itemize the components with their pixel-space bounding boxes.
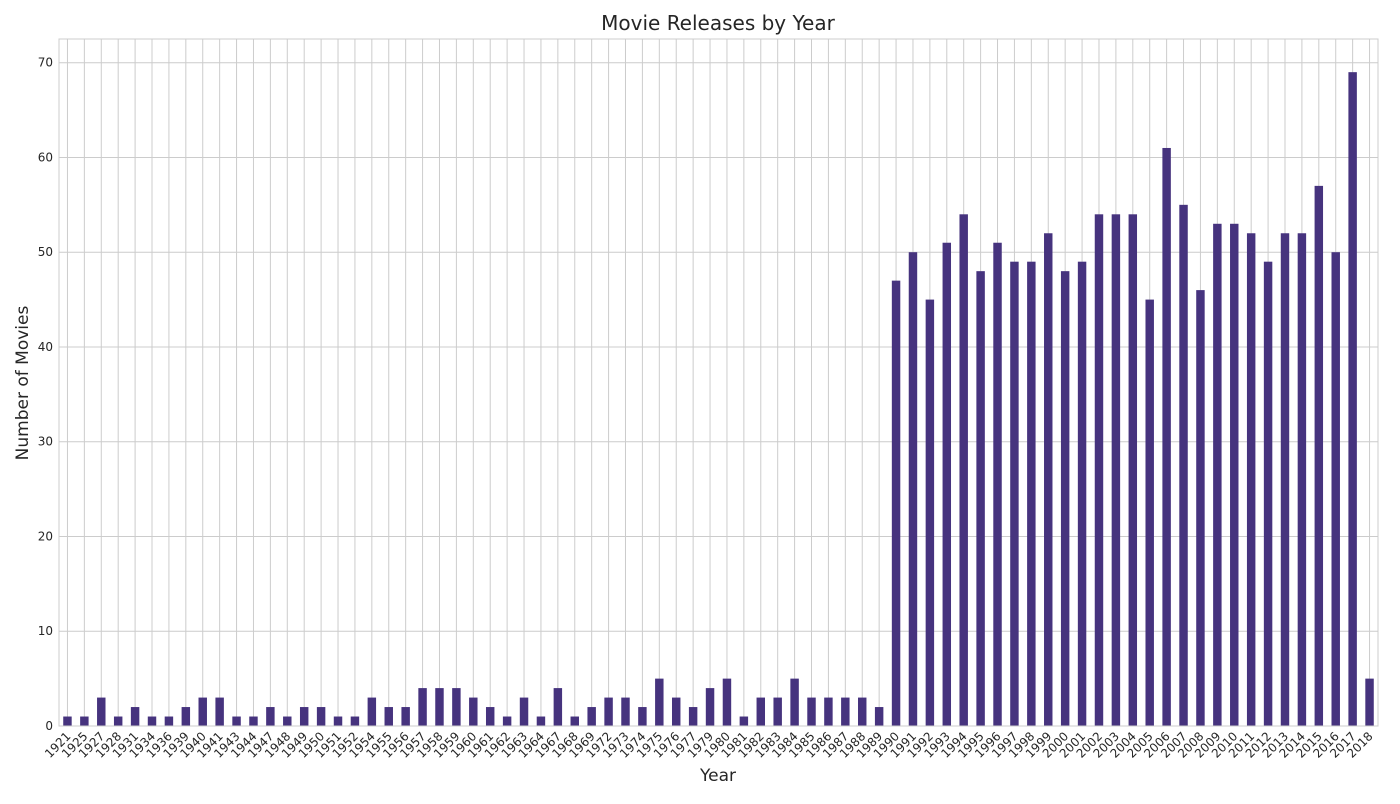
- bar-2015: [1314, 185, 1324, 726]
- bar-1961: [485, 707, 495, 726]
- bar-1993: [942, 242, 952, 727]
- bar-1936: [164, 716, 174, 726]
- bar-2008: [1196, 290, 1205, 726]
- bar-1988: [858, 697, 867, 726]
- bar-1979: [705, 688, 715, 726]
- bar-2017: [1348, 72, 1357, 726]
- bar-1997: [1010, 261, 1019, 726]
- bar-1977: [688, 707, 698, 726]
- bar-1931: [130, 707, 140, 726]
- bar-1975: [655, 678, 664, 726]
- bar-1963: [519, 697, 529, 726]
- y-tick-label: 20: [38, 529, 53, 543]
- bar-1939: [181, 707, 191, 726]
- bar-2009: [1213, 223, 1222, 727]
- bar-1985: [807, 697, 816, 726]
- bar-2011: [1246, 233, 1256, 726]
- bar-1951: [333, 716, 343, 726]
- bar-1992: [925, 299, 935, 726]
- bar-1943: [232, 716, 241, 726]
- bar-1954: [367, 697, 377, 726]
- plot-area: [59, 39, 1378, 726]
- bar-1972: [604, 697, 613, 726]
- bar-1941: [215, 697, 224, 726]
- bar-1969: [587, 707, 596, 726]
- bar-1995: [976, 271, 985, 726]
- bar-1964: [536, 716, 546, 726]
- bar-2006: [1162, 147, 1171, 726]
- bar-2014: [1297, 233, 1307, 726]
- bar-2005: [1145, 299, 1154, 726]
- bar-2013: [1280, 233, 1290, 726]
- bar-2002: [1094, 214, 1104, 726]
- y-tick-labels: 0 10 20 30 40 50 60 70: [38, 56, 53, 733]
- bar-1998: [1027, 261, 1036, 726]
- bar-1996: [993, 242, 1002, 727]
- y-tick-label: 50: [38, 245, 53, 259]
- bar-1999: [1044, 233, 1053, 726]
- bar-2007: [1179, 204, 1188, 727]
- bar-1955: [384, 707, 393, 726]
- y-axis-label: Number of Movies: [13, 306, 33, 461]
- bar-1944: [249, 716, 258, 726]
- bar-2000: [1060, 271, 1070, 726]
- bar-1948: [283, 716, 292, 726]
- bars: [63, 72, 1374, 727]
- bar-2003: [1111, 214, 1121, 726]
- bar-1962: [502, 716, 512, 726]
- y-tick-label: 40: [38, 340, 53, 354]
- bar-1921: [63, 716, 72, 726]
- bar-1940: [198, 697, 207, 726]
- bar-1973: [621, 697, 630, 726]
- bar-1990: [891, 280, 901, 726]
- bar-1976: [671, 697, 681, 726]
- x-axis-label: Year: [699, 766, 736, 786]
- bar-1960: [469, 697, 478, 726]
- bar-1947: [266, 707, 275, 726]
- bar-1986: [824, 697, 833, 726]
- bar-1980: [722, 678, 732, 726]
- bar-1981: [739, 716, 749, 726]
- bar-2012: [1263, 261, 1273, 726]
- bar-1983: [773, 697, 782, 726]
- bar-1957: [418, 688, 427, 726]
- bar-1982: [756, 697, 766, 726]
- bar-1934: [147, 716, 157, 726]
- bar-1989: [874, 707, 884, 726]
- bar-2004: [1128, 214, 1138, 726]
- bar-1949: [299, 707, 309, 726]
- bar-1928: [113, 716, 123, 726]
- x-tick-labels: 1921192519271928193119341936193919401941…: [42, 729, 1376, 760]
- chart-title: Movie Releases by Year: [601, 11, 835, 35]
- bar-1927: [97, 697, 106, 726]
- bar-1968: [570, 716, 579, 726]
- bar-1991: [908, 252, 918, 726]
- y-tick-label: 10: [38, 624, 53, 638]
- bar-1959: [452, 688, 461, 726]
- bar-2016: [1331, 252, 1340, 726]
- y-tick-label: 60: [38, 150, 53, 164]
- plot-frame: [58, 38, 1379, 727]
- bar-1950: [316, 707, 326, 726]
- bar-1984: [790, 678, 799, 726]
- bar-2001: [1077, 261, 1087, 726]
- bar-1967: [553, 688, 563, 726]
- bar-1974: [638, 707, 647, 726]
- bar-2010: [1230, 223, 1239, 727]
- bar-1925: [80, 716, 89, 726]
- bar-1958: [435, 688, 444, 726]
- y-tick-label: 70: [38, 56, 53, 70]
- y-tick-label: 0: [45, 719, 53, 733]
- bar-1987: [841, 697, 850, 726]
- bar-1994: [959, 214, 968, 726]
- bar-1956: [401, 707, 410, 726]
- y-tick-label: 30: [38, 435, 53, 449]
- bar-1952: [350, 716, 360, 726]
- bar-2018: [1365, 678, 1374, 726]
